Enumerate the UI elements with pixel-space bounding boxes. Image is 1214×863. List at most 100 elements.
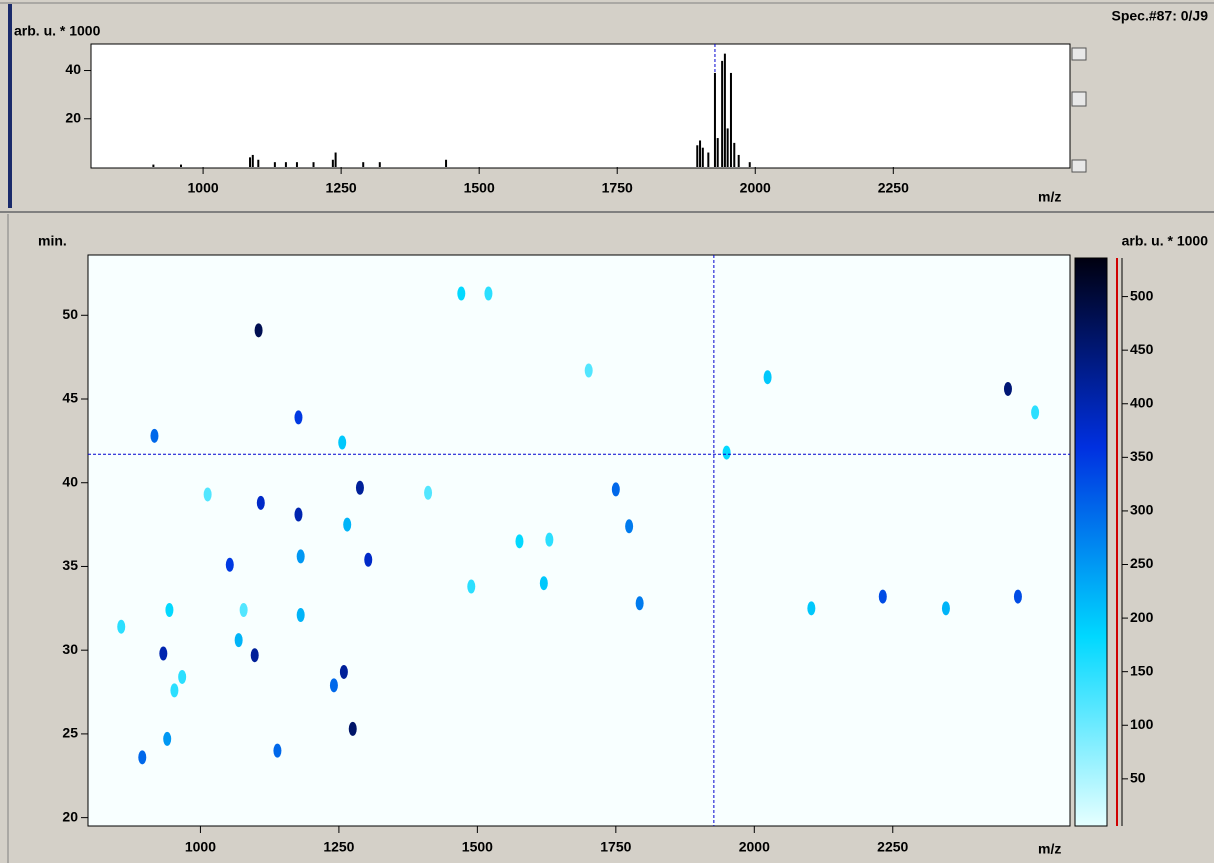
scroll-thumb[interactable] <box>1071 91 1087 107</box>
peak <box>312 162 315 167</box>
peak <box>257 159 260 167</box>
peak <box>249 157 252 167</box>
x-tick-label: 2000 <box>739 839 770 855</box>
x-tick-label: 1250 <box>323 839 354 855</box>
peak <box>707 152 710 167</box>
y-tick-label: 25 <box>62 725 78 741</box>
y-tick-label: 35 <box>62 557 78 573</box>
peak-spot <box>348 721 357 736</box>
peak-spot <box>165 602 174 617</box>
active-indicator <box>8 4 12 208</box>
scrollbar[interactable] <box>1072 44 1088 174</box>
peak <box>723 53 726 167</box>
peak-spot <box>722 445 731 460</box>
peak-spot <box>225 557 234 572</box>
peak <box>701 147 704 167</box>
peak-spot <box>296 608 305 623</box>
x-tick-label: 2250 <box>878 180 909 196</box>
colorbar-tick-label: 500 <box>1130 287 1154 303</box>
peak <box>273 162 276 167</box>
peak-spot <box>296 549 305 564</box>
peak-spot <box>254 323 263 338</box>
peak <box>445 159 448 167</box>
peak <box>716 138 719 167</box>
x-tick-label: 1000 <box>188 180 219 196</box>
peak-spot <box>763 370 772 385</box>
peak <box>180 164 183 167</box>
y-tick-label: 40 <box>62 473 78 489</box>
colorbar-tick-label: 50 <box>1130 770 1146 786</box>
peak-spot <box>339 664 348 679</box>
peak <box>334 152 337 167</box>
peak-spot <box>611 482 620 497</box>
peak-spot <box>545 532 554 547</box>
colorbar-tick-label: 250 <box>1130 555 1154 571</box>
peak <box>331 159 334 167</box>
peak <box>726 128 729 167</box>
peak-spot <box>515 534 524 549</box>
peak-spot <box>294 410 303 425</box>
x-tick-label: 2250 <box>877 839 908 855</box>
y-tick-label: 20 <box>62 808 78 824</box>
colorbar-tick-label: 450 <box>1130 341 1154 357</box>
x-tick-label: 1500 <box>464 180 495 196</box>
x-tick-label: 1750 <box>600 839 631 855</box>
x-tick-label: 1250 <box>326 180 357 196</box>
x-axis-label: m/z <box>1038 189 1061 205</box>
spectrum-title: Spec.#87: 0/J9 <box>1111 8 1208 24</box>
peak <box>152 164 155 167</box>
peak <box>284 162 287 167</box>
peak-spot <box>294 507 303 522</box>
x-tick-label: 2000 <box>740 180 771 196</box>
peak <box>362 162 365 167</box>
colorbar-tick-label: 200 <box>1130 609 1154 625</box>
peak-spot <box>159 646 168 661</box>
peak-spot <box>117 619 126 634</box>
peak-spot <box>1003 381 1012 396</box>
peak-spot <box>625 519 634 534</box>
peak-spot <box>178 669 187 684</box>
peak-spot <box>203 487 212 502</box>
peak-spot <box>457 286 466 301</box>
peak-spot <box>343 517 352 532</box>
peak-spot <box>364 552 373 567</box>
peak <box>733 142 736 167</box>
peak-spot <box>150 428 159 443</box>
y-tick-label: 40 <box>65 61 81 77</box>
spectrum-plot-area <box>90 43 1071 169</box>
peak-spot <box>941 601 950 616</box>
peak <box>748 162 751 167</box>
colorbar-tick-label: 350 <box>1130 448 1154 464</box>
peak-spot <box>250 648 259 663</box>
peak-spot <box>807 601 816 616</box>
peak-spot <box>1031 405 1040 420</box>
colorbar-label: arb. u. * 1000 <box>1122 233 1209 249</box>
peak-spot <box>163 731 172 746</box>
colorbar-tick-label: 100 <box>1130 716 1154 732</box>
peak-spot <box>170 683 179 698</box>
peak-spot <box>256 495 265 510</box>
peak <box>721 60 724 167</box>
peak-spot <box>484 286 493 301</box>
scroll-down[interactable] <box>1071 159 1087 173</box>
colorbar-tick-label: 400 <box>1130 394 1154 410</box>
y-axis-label: arb. u. * 1000 <box>14 23 101 39</box>
peak-spot <box>878 589 887 604</box>
peak <box>378 162 381 167</box>
peak-spot <box>273 743 282 758</box>
scroll-up[interactable] <box>1071 47 1087 61</box>
y-tick-label: 45 <box>62 390 78 406</box>
colorbar-tick-label: 150 <box>1130 662 1154 678</box>
heatmap-plot-area <box>87 254 1071 827</box>
y-tick-label: 30 <box>62 641 78 657</box>
peak-spot <box>329 678 338 693</box>
colorbar <box>1074 257 1108 827</box>
peak-spot <box>424 485 433 500</box>
peak <box>295 162 298 167</box>
peak-spot <box>584 363 593 378</box>
x-tick-label: 1750 <box>602 180 633 196</box>
x-tick-label: 1500 <box>462 839 493 855</box>
peak-spot <box>239 602 248 617</box>
